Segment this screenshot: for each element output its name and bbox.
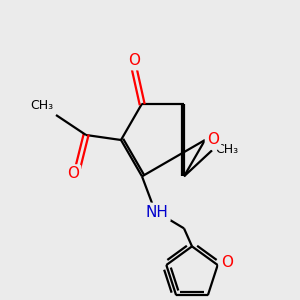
Text: O: O [128,53,140,68]
Text: CH₃: CH₃ [30,99,53,112]
Text: O: O [67,167,79,182]
Text: NH: NH [146,205,168,220]
Text: CH₃: CH₃ [215,143,238,156]
Text: O: O [221,254,233,269]
Text: O: O [207,133,219,148]
